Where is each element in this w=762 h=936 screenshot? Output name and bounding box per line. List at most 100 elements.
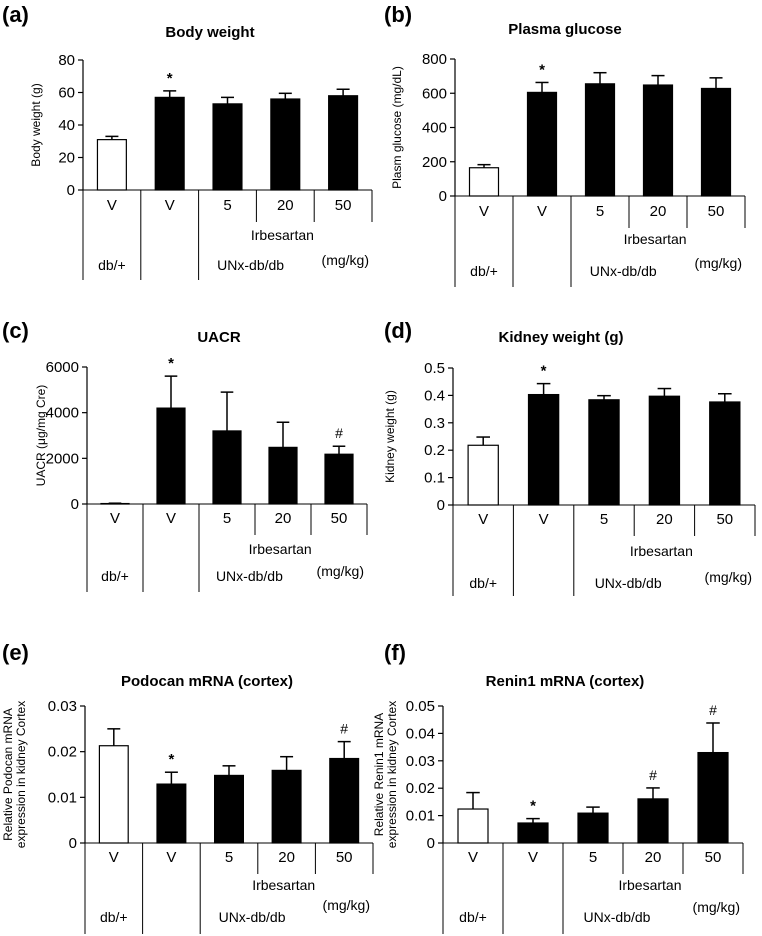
panel-letter: (a) xyxy=(2,2,29,27)
category-label: V xyxy=(107,197,117,214)
category-label: 50 xyxy=(705,849,722,866)
y-tick-label: 0.1 xyxy=(424,470,445,487)
significance-mark: * xyxy=(168,355,174,372)
significance-mark: # xyxy=(335,425,343,441)
y-tick-label: 80 xyxy=(58,52,75,69)
group-label-drug: Irbesartan xyxy=(251,227,314,243)
category-label: 5 xyxy=(223,197,231,214)
bar xyxy=(517,822,549,844)
group-label-drug: Irbesartan xyxy=(618,877,681,893)
y-tick-label: 40 xyxy=(58,117,75,134)
group-label-control: db/+ xyxy=(469,575,497,591)
group-label-control: db/+ xyxy=(98,257,126,273)
bar xyxy=(697,751,729,844)
bar xyxy=(271,769,302,844)
bar xyxy=(214,774,245,844)
y-tick-label: 600 xyxy=(422,85,447,102)
group-label-model: UNx-db/db xyxy=(216,568,283,584)
bar xyxy=(468,167,500,197)
bar xyxy=(96,139,127,191)
bar xyxy=(212,430,242,505)
bar xyxy=(584,83,616,197)
chart-title: Kidney weight (g) xyxy=(499,329,624,346)
bar xyxy=(212,103,243,191)
category-label: 20 xyxy=(656,511,673,528)
y-tick-label: 0 xyxy=(67,182,75,199)
y-axis-label: Kidney weight (g) xyxy=(383,390,397,483)
significance-mark: # xyxy=(709,702,717,718)
significance-mark: * xyxy=(530,798,536,815)
significance-mark: * xyxy=(167,70,173,87)
category-label: 5 xyxy=(223,510,231,527)
y-tick-label: 2000 xyxy=(46,450,79,467)
category-label: 20 xyxy=(277,197,294,214)
significance-mark: * xyxy=(539,61,545,78)
y-tick-label: 20 xyxy=(58,150,75,167)
y-tick-label: 0 xyxy=(437,497,445,514)
significance-mark: # xyxy=(649,767,657,783)
group-label-unit: (mg/kg) xyxy=(323,897,370,913)
group-label-drug: Irbesartan xyxy=(252,877,315,893)
group-label-unit: (mg/kg) xyxy=(322,252,369,268)
bar xyxy=(329,757,360,844)
chart-title: Plasma glucose xyxy=(508,21,621,38)
y-tick-label: 0.4 xyxy=(424,387,445,404)
y-axis-label-line: expression in kidney Cortex xyxy=(385,701,399,848)
group-label-unit: (mg/kg) xyxy=(695,255,742,271)
y-axis-label: Body weight (g) xyxy=(29,83,43,166)
panel-letter: (b) xyxy=(384,2,412,27)
chart-panel-a: (a) Body weight 0 20 40 60 80 Body weight (g) V V… xyxy=(2,2,373,280)
bar xyxy=(156,407,186,505)
y-tick-label: 400 xyxy=(422,120,447,137)
bar xyxy=(98,745,129,844)
panel-letter: (f) xyxy=(384,640,406,665)
category-label: 5 xyxy=(589,849,597,866)
group-label-control: db/+ xyxy=(101,568,129,584)
chart-title: UACR xyxy=(197,329,240,346)
category-label: 20 xyxy=(650,203,667,220)
chart-panel-c: (c) UACR 0 2000 4000 6000 UACR (μg/mg Cre) V V * 5… xyxy=(2,318,368,592)
category-label: V xyxy=(539,511,549,528)
chart-title: Body weight xyxy=(165,24,254,41)
category-label: 5 xyxy=(600,511,608,528)
significance-mark: * xyxy=(168,751,174,768)
group-label-model: UNx-db/db xyxy=(217,257,284,273)
y-tick-label: 6000 xyxy=(46,359,79,376)
category-label: V xyxy=(166,510,176,527)
y-tick-label: 0.03 xyxy=(48,698,77,715)
group-label-drug: Irbesartan xyxy=(249,541,312,557)
category-label: V xyxy=(166,849,176,866)
bar xyxy=(577,812,609,844)
category-label: 20 xyxy=(278,849,295,866)
y-tick-label: 0.04 xyxy=(406,725,435,742)
y-tick-label: 0.5 xyxy=(424,360,445,377)
category-label: V xyxy=(110,510,120,527)
y-axis-label: UACR (μg/mg Cre) xyxy=(34,385,48,487)
bar xyxy=(467,444,499,506)
bar xyxy=(156,783,187,844)
y-tick-label: 0.05 xyxy=(406,698,435,715)
category-label: 20 xyxy=(645,849,662,866)
group-label-control: db/+ xyxy=(470,263,498,279)
panel-letter: (c) xyxy=(2,318,29,343)
group-label-control: db/+ xyxy=(459,909,487,925)
bar xyxy=(526,91,558,197)
bar xyxy=(100,502,130,505)
category-label: 50 xyxy=(335,197,352,214)
y-tick-label: 800 xyxy=(422,51,447,68)
y-axis-label-line: Relative Renin1 mRNA xyxy=(372,713,386,836)
y-tick-label: 0.01 xyxy=(48,789,77,806)
category-label: 50 xyxy=(336,849,353,866)
category-label: V xyxy=(528,849,538,866)
category-label: V xyxy=(468,849,478,866)
chart-panel-b: (b) Plasma glucose 0 200 400 600 800 Plasm gluc… xyxy=(384,2,746,287)
y-tick-label: 0 xyxy=(69,835,77,852)
y-tick-label: 0 xyxy=(427,835,435,852)
category-label: 50 xyxy=(331,510,348,527)
chart-title: Podocan mRNA (cortex) xyxy=(121,673,293,690)
group-label-unit: (mg/kg) xyxy=(317,563,364,579)
panel-letter: (d) xyxy=(384,318,412,343)
y-tick-label: 0.01 xyxy=(406,808,435,825)
y-axis-label-line: Relative Podocan mRNA xyxy=(1,708,15,841)
bar xyxy=(328,95,359,191)
